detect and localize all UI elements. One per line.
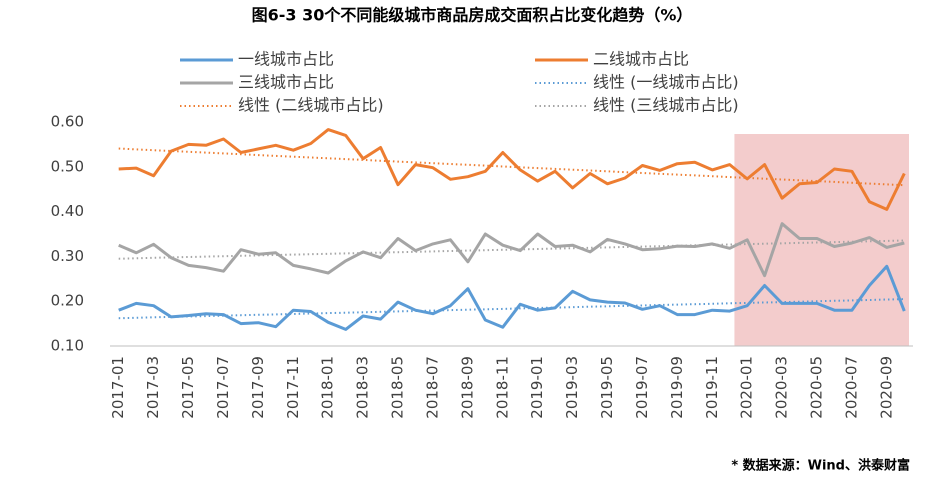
x-tick-label: 2018-05 (389, 356, 407, 419)
y-tick-label: 0.40 (51, 202, 84, 220)
x-tick-label: 2019-09 (668, 356, 686, 419)
y-tick-label: 0.20 (51, 292, 84, 310)
x-tick-label: 2018-11 (493, 356, 511, 419)
series-line (118, 222, 905, 278)
legend-label: 线性 (一线城市占比) (593, 73, 739, 92)
legend-label: 线性 (三线城市占比) (593, 96, 739, 115)
x-tick-label: 2020-03 (773, 356, 791, 419)
x-tick-label: 2017-05 (179, 356, 197, 419)
x-tick-label: 2020-01 (738, 356, 756, 419)
legend-label: 一线城市占比 (238, 50, 334, 69)
x-tick-label: 2019-11 (703, 356, 721, 419)
y-tick-label: 0.50 (51, 157, 84, 175)
x-tick-label: 2017-09 (249, 356, 267, 419)
legend-label: 线性 (二线城市占比) (238, 96, 384, 115)
x-tick-label: 2018-03 (354, 356, 372, 419)
trend-line (118, 147, 905, 187)
series-line (118, 128, 906, 211)
x-tick-label: 2020-09 (877, 356, 895, 419)
x-tick-label: 2019-03 (563, 356, 581, 419)
x-tick-label: 2018-09 (458, 356, 476, 419)
x-tick-label: 2020-07 (842, 356, 860, 419)
legend-label: 三线城市占比 (238, 73, 334, 92)
legend-label: 二线城市占比 (593, 50, 689, 69)
series-line (118, 264, 906, 331)
y-tick-label: 0.30 (51, 247, 84, 265)
x-tick-label: 2017-07 (214, 356, 232, 419)
y-tick-label: 0.60 (51, 113, 84, 131)
trend-line (118, 298, 905, 320)
x-tick-label: 2020-05 (807, 356, 825, 419)
x-tick-label: 2019-05 (598, 356, 616, 419)
chart-title: 图6-3 30个不同能级城市商品房成交面积占比变化趋势（%） (252, 6, 693, 25)
x-tick-label: 2018-07 (423, 356, 441, 419)
x-tick-label: 2017-11 (284, 356, 302, 419)
x-tick-label: 2017-01 (109, 356, 127, 419)
x-tick-label: 2018-01 (319, 356, 337, 419)
x-tick-label: 2017-03 (144, 356, 162, 419)
x-tick-label: 2019-01 (528, 356, 546, 419)
trend-line (118, 239, 905, 260)
x-tick-label: 2019-07 (633, 356, 651, 419)
y-tick-label: 0.10 (51, 337, 84, 355)
source-note: * 数据来源：Wind、洪泰财富 (731, 458, 910, 474)
